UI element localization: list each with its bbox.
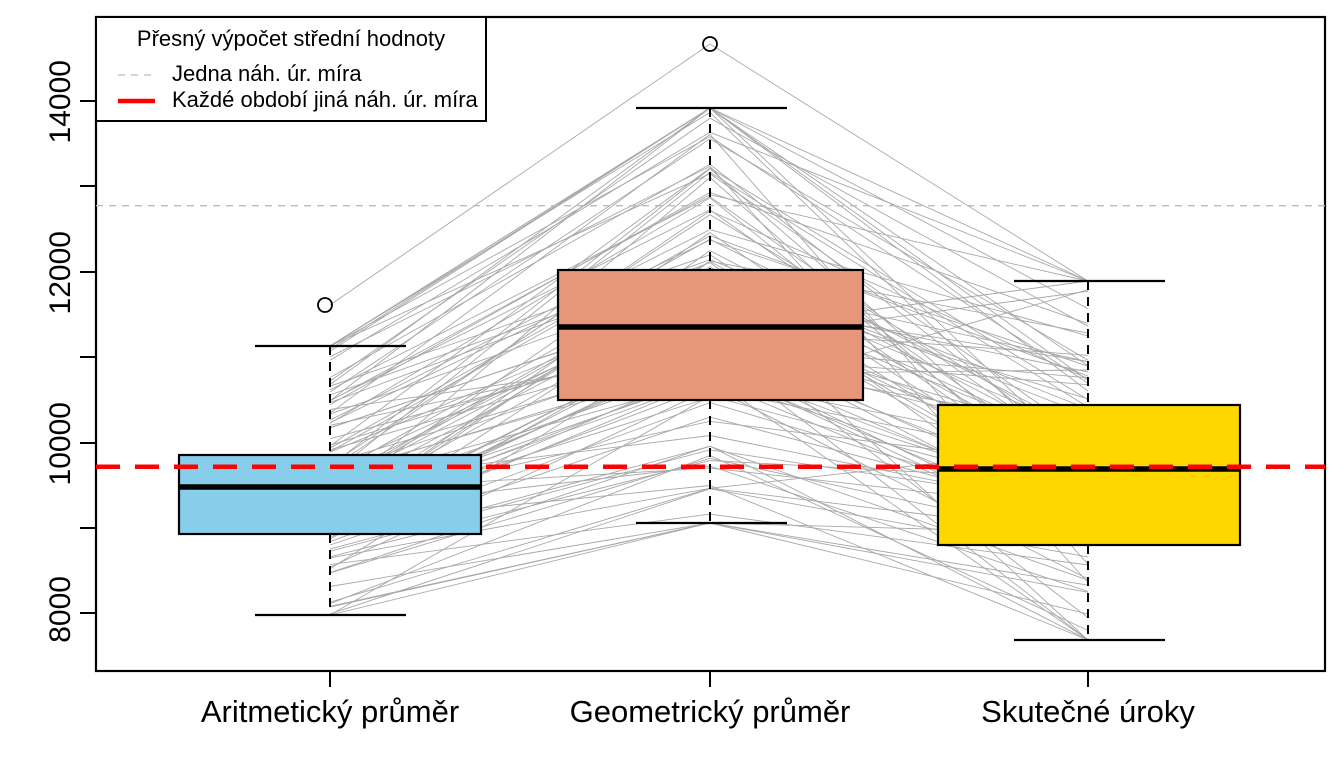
svg-text:14000: 14000	[44, 60, 77, 143]
svg-text:Aritmetický průměr: Aritmetický průměr	[201, 694, 459, 729]
svg-text:12000: 12000	[44, 231, 77, 314]
svg-text:Geometrický průměr: Geometrický průměr	[570, 694, 851, 729]
svg-text:Skutečné úroky: Skutečné úroky	[981, 694, 1195, 729]
svg-text:Jedna náh. úr. míra: Jedna náh. úr. míra	[172, 61, 362, 86]
svg-text:Přesný výpočet střední hodnoty: Přesný výpočet střední hodnoty	[137, 26, 445, 51]
svg-text:8000: 8000	[44, 576, 77, 643]
svg-text:Každé období jiná náh. úr. mír: Každé období jiná náh. úr. míra	[172, 87, 479, 112]
svg-text:10000: 10000	[44, 402, 77, 485]
